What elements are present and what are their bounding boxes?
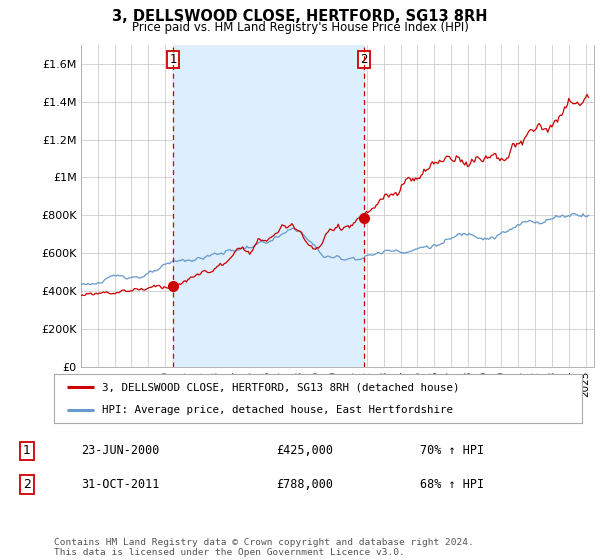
Text: 31-OCT-2011: 31-OCT-2011 <box>81 478 160 491</box>
Text: 1: 1 <box>169 53 177 66</box>
Text: 3, DELLSWOOD CLOSE, HERTFORD, SG13 8RH: 3, DELLSWOOD CLOSE, HERTFORD, SG13 8RH <box>112 9 488 24</box>
Text: £788,000: £788,000 <box>276 478 333 491</box>
Text: £425,000: £425,000 <box>276 444 333 458</box>
Text: 2: 2 <box>361 53 368 66</box>
Text: 2: 2 <box>23 478 31 491</box>
Text: HPI: Average price, detached house, East Hertfordshire: HPI: Average price, detached house, East… <box>101 405 452 416</box>
Text: 70% ↑ HPI: 70% ↑ HPI <box>420 444 484 458</box>
Text: 3, DELLSWOOD CLOSE, HERTFORD, SG13 8RH (detached house): 3, DELLSWOOD CLOSE, HERTFORD, SG13 8RH (… <box>101 382 459 393</box>
Text: 23-JUN-2000: 23-JUN-2000 <box>81 444 160 458</box>
Bar <box>173 45 364 367</box>
Text: Contains HM Land Registry data © Crown copyright and database right 2024.
This d: Contains HM Land Registry data © Crown c… <box>54 538 474 557</box>
Text: Price paid vs. HM Land Registry's House Price Index (HPI): Price paid vs. HM Land Registry's House … <box>131 21 469 34</box>
Text: 1: 1 <box>23 444 31 458</box>
Text: 68% ↑ HPI: 68% ↑ HPI <box>420 478 484 491</box>
